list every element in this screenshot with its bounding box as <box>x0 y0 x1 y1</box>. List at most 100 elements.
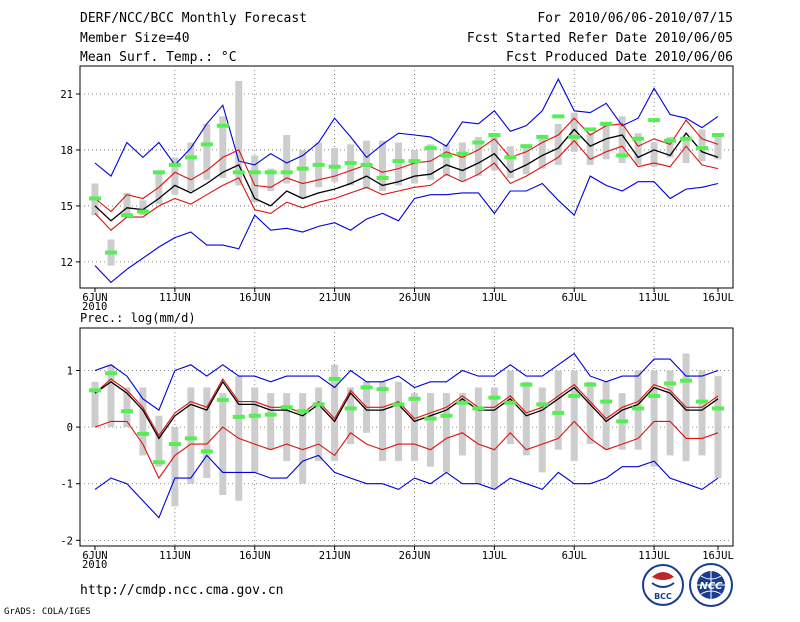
precip-xtick-label-3: 21JUN <box>319 550 351 562</box>
precip-box-23 <box>458 393 466 456</box>
precip-ytick-label-1: -1 <box>60 479 73 491</box>
precip-obs-6 <box>184 436 197 441</box>
precip-box-6 <box>187 387 195 484</box>
precip-box-20 <box>410 393 418 462</box>
temp-obs-9 <box>232 170 245 175</box>
temp-obs-17 <box>360 162 373 167</box>
temp-obs-39 <box>712 133 724 138</box>
precip-obs-16 <box>344 406 357 411</box>
chart-title: DERF/NCC/BCC Monthly Forecast <box>80 11 307 26</box>
temp-obs-7 <box>200 142 213 147</box>
bcc-logo-ring <box>642 564 684 606</box>
precip-box-32 <box>602 381 610 450</box>
precip-obs-17 <box>360 385 373 390</box>
precip-box-21 <box>426 393 434 467</box>
temperature-plot-frame <box>79 65 734 289</box>
temp-max-line <box>94 77 719 177</box>
precip-panel-title: Prec.: log(mm/d) <box>80 311 196 325</box>
precip-obs-7 <box>200 449 213 454</box>
temp-obs-15 <box>328 164 341 169</box>
temp-obs-21 <box>424 146 437 151</box>
temp-obs-5 <box>168 162 181 167</box>
precip-box-30 <box>570 370 578 462</box>
precip-box-2 <box>123 387 131 428</box>
temp-box-26 <box>506 146 514 178</box>
precip-obs-31 <box>584 382 597 387</box>
precip-xtick-label-5: 1JUL <box>482 550 507 562</box>
temp-obs-12 <box>280 170 293 175</box>
grads-credit: GrADS: COLA/IGES <box>4 607 91 617</box>
temp-obs-28 <box>536 134 549 139</box>
temp-xtick-label-3: 21JUN <box>319 292 351 304</box>
precip-plot-frame <box>79 327 734 547</box>
precip-obs-34 <box>632 406 645 411</box>
precip-obs-4 <box>152 460 165 465</box>
temp-obs-10 <box>248 170 261 175</box>
temp-box-22 <box>442 144 450 177</box>
precip-xtick-label-2: 16JUN <box>239 550 271 562</box>
temp-obs-2 <box>120 213 133 218</box>
temp-obs-3 <box>136 209 149 214</box>
temp-xtick-label-6: 6JUL <box>562 292 587 304</box>
temp-box-5 <box>171 157 179 195</box>
temp-box-39 <box>714 136 722 160</box>
temp-obs-8 <box>216 123 229 128</box>
temp-box-18 <box>379 140 387 191</box>
temp-min-line <box>94 175 719 284</box>
temp-ytick-label-0: 12 <box>60 257 73 269</box>
temp-box-11 <box>267 168 275 191</box>
precip-obs-38 <box>696 399 709 404</box>
temp-box-9 <box>235 80 243 186</box>
precip-obs-36 <box>664 381 677 386</box>
temp-obs-16 <box>344 161 357 166</box>
precip-obs-13 <box>296 409 309 414</box>
precip-obs-9 <box>232 414 245 419</box>
precip-box-19 <box>395 381 403 462</box>
precip-obs-1 <box>104 371 117 376</box>
precip-obs-30 <box>568 393 581 398</box>
precip-box-24 <box>474 387 482 484</box>
temp-box-6 <box>187 142 195 191</box>
temp-obs-24 <box>472 140 485 145</box>
temperature-y-axis: 12 15 18 21 <box>60 89 80 269</box>
precip-box-38 <box>698 370 706 456</box>
temp-xtick-label-0: 6JUN <box>82 292 107 304</box>
temp-xtick-label-8: 16JUL <box>702 292 734 304</box>
temp-box-13 <box>299 149 307 199</box>
precip-obs-37 <box>680 378 693 383</box>
precip-obs-8 <box>216 397 229 402</box>
precip-obs-39 <box>712 406 724 411</box>
temp-box-36 <box>666 136 674 158</box>
precip-sd-high-line <box>94 377 719 437</box>
precip-obs-18 <box>376 387 389 392</box>
temp-obs-30 <box>568 134 581 139</box>
precipitation-panel: -2 -1 0 1 6JUN 11JUN 16JUN 21JUN 26JUN 1JUL 6JUL 1… <box>60 327 734 571</box>
temp-box-24 <box>474 136 482 177</box>
precip-box-25 <box>490 387 498 490</box>
temp-obs-27 <box>520 144 533 149</box>
precip-sd-low-line <box>94 420 719 480</box>
temp-box-27 <box>522 144 530 175</box>
precip-obs-21 <box>424 416 437 421</box>
temp-obs-36 <box>664 138 677 143</box>
temperature-x-axis: 6JUN 11JUN 16JUN 21JUN 26JUN 1JUL 6JUL 11JUL 16J… <box>82 288 734 304</box>
temp-obs-37 <box>680 136 693 141</box>
member-size: Member Size=40 <box>80 31 190 46</box>
temp-box-8 <box>219 116 227 178</box>
temp-ytick-label-1: 15 <box>60 201 73 213</box>
temp-sd-high-line <box>94 117 719 213</box>
temp-xtick-label-5: 1JUL <box>482 292 507 304</box>
temp-xtick-label-2: 16JUN <box>239 292 271 304</box>
precip-xtick-label-1: 11JUN <box>159 550 191 562</box>
temp-obs-29 <box>552 114 565 119</box>
precip-obs-14 <box>312 402 325 407</box>
temp-box-21 <box>426 144 434 180</box>
precip-box-0 <box>91 381 99 428</box>
temp-xtick-label-7: 11JUL <box>638 292 670 304</box>
precip-obs-20 <box>408 396 421 401</box>
precip-box-7 <box>203 387 211 479</box>
temperature-boxes <box>91 80 722 266</box>
precip-box-18 <box>379 381 387 462</box>
precip-obs-26 <box>504 400 517 405</box>
temp-sd-low-line <box>94 139 719 231</box>
